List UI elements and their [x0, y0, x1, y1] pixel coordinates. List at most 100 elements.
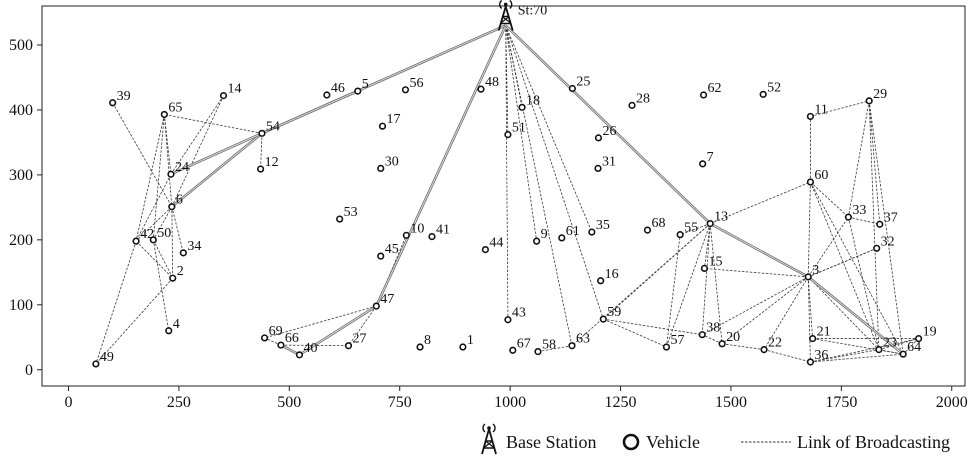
vehicle-marker: [378, 122, 387, 130]
broadcast-link: [868, 100, 880, 350]
vehicle-marker: [760, 346, 768, 354]
vehicle-marker: [168, 203, 176, 211]
vehicle-marker: [597, 277, 605, 285]
vehicle-marker: [295, 351, 304, 359]
vehicle-label: 61: [566, 224, 580, 239]
vehicle-label: 40: [303, 341, 317, 356]
broadcast-link: [848, 216, 880, 225]
x-tick-label: 1000: [494, 394, 526, 411]
trunk-link-core: [299, 305, 377, 356]
vehicle-marker: [344, 342, 353, 350]
vehicle-label: 33: [852, 203, 866, 218]
vehicle-marker: [706, 220, 714, 228]
vehicle-marker: [873, 244, 881, 252]
vehicle-label: 55: [684, 221, 698, 236]
x-tick-label: 750: [388, 394, 412, 411]
broadcast-link: [763, 349, 811, 363]
vehicle-label: 7: [707, 150, 714, 165]
broadcast-link: [810, 353, 904, 363]
vehicle-label: 10: [410, 221, 424, 236]
vehicle-marker: [277, 341, 285, 349]
broadcast-link: [264, 337, 282, 346]
vehicle-label: 52: [767, 80, 781, 95]
vehicle-marker: [459, 343, 467, 351]
vehicle-marker: [806, 178, 815, 186]
vehicle-label: 43: [512, 306, 526, 321]
broadcast-link: [807, 276, 814, 339]
tower-icon: [497, 0, 514, 31]
legend: Base Station Vehicle Link of Broadcastin…: [481, 423, 950, 455]
vehicle-label: 21: [817, 325, 831, 340]
vehicle-label: 29: [873, 87, 887, 102]
vehicle-label: 54: [266, 119, 280, 134]
vehicle-label: 34: [187, 239, 201, 254]
broadcast-link: [171, 206, 184, 253]
vehicle-marker: [372, 302, 380, 310]
broadcast-link: [810, 181, 880, 350]
vehicle-marker: [481, 245, 489, 254]
trunk-link-core: [505, 25, 711, 224]
vehicle-marker: [179, 249, 187, 257]
vehicle-label: 38: [706, 321, 720, 336]
vehicle-label: 66: [285, 331, 299, 346]
broadcast-link: [701, 223, 711, 335]
vehicle-marker: [699, 160, 707, 168]
vehicle-label: 41: [436, 223, 450, 238]
broadcast-link: [571, 223, 711, 347]
vehicle-label: 9: [541, 227, 548, 242]
vehicle-marker: [558, 234, 566, 242]
vehicle-marker: [700, 264, 709, 273]
vehicle-marker: [260, 334, 269, 342]
tower-signal: [509, 0, 513, 10]
trunk-link-core: [170, 132, 263, 175]
legend-vehicle-label: Vehicle: [646, 432, 700, 452]
tower-part: [504, 6, 514, 31]
broadcast-link: [112, 102, 173, 207]
vehicle-label: 23: [883, 336, 897, 351]
vehicle-marker: [806, 358, 815, 366]
vehicle-label: 48: [485, 75, 499, 90]
broadcast-link: [264, 305, 377, 339]
vehicle-label: 37: [884, 210, 898, 225]
broadcast-link: [721, 276, 809, 345]
x-tick-label: 1500: [715, 394, 747, 411]
y-tick-label: 500: [9, 37, 33, 54]
vehicle-label: 60: [814, 168, 828, 183]
vehicle-label: 22: [768, 336, 782, 351]
vehicle-marker: [416, 343, 424, 351]
broadcast-link: [603, 318, 703, 336]
broadcast-link: [807, 216, 849, 278]
vehicle-label: 46: [331, 81, 345, 96]
broadcast-link: [505, 25, 538, 242]
broadcast-link: [666, 223, 711, 348]
broadcast-link: [152, 206, 173, 241]
x-tick-label: 250: [167, 394, 191, 411]
broadcast-link: [135, 240, 174, 279]
vehicle-label: 59: [607, 305, 621, 320]
broadcast-link: [666, 234, 681, 348]
vehicle-marker: [509, 346, 517, 354]
vehicle-label: 4: [173, 317, 180, 332]
vehicle-label: 2: [177, 264, 184, 279]
vehicle-marker: [804, 273, 812, 281]
broadcast-link: [171, 95, 224, 207]
vehicle-label: 69: [269, 324, 283, 339]
vehicle-marker: [875, 346, 883, 354]
legend-link-label: Link of Broadcasting: [797, 432, 950, 452]
vehicle-label: 16: [605, 267, 619, 282]
vehicle-label: 14: [228, 82, 242, 97]
vehicle-marker: [568, 342, 576, 350]
plot-frame: [41, 5, 966, 387]
vehicle-label: 36: [814, 348, 828, 363]
vehicle-legend-marker: [622, 433, 640, 451]
legend-base-station-label: Base Station: [506, 432, 597, 452]
broadcast-link: [152, 114, 165, 240]
broadcast-link: [135, 174, 172, 242]
broadcast-link: [810, 181, 904, 355]
vehicle-marker: [518, 103, 526, 111]
broadcast-link: [505, 25, 604, 320]
tower-signal: [499, 0, 503, 10]
vehicle-marker: [169, 274, 177, 282]
broadcast-link: [135, 114, 165, 242]
vehicle-marker: [806, 112, 815, 121]
